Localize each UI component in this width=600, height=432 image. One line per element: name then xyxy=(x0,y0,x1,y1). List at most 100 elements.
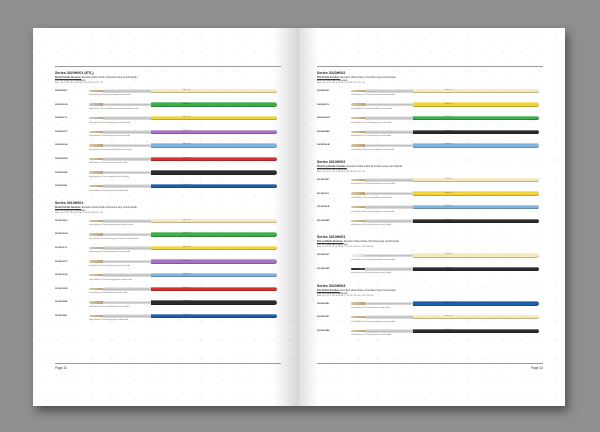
brush-handle: Mont. rate xyxy=(151,129,277,134)
bristle-head xyxy=(351,178,365,182)
header-rule xyxy=(55,66,281,67)
brush-row: 3013H002BK Mont. rate white bristle oil, F… xyxy=(317,217,543,231)
handle-print-text: Mont. rate xyxy=(445,301,453,304)
metal-ferrule xyxy=(365,116,413,120)
product-code: 3023H001BL xyxy=(55,185,68,188)
brush-caption: white bristle oil, Ferrule long lacquere… xyxy=(351,94,395,97)
series-description: Flat bristle brushes: Excellent white br… xyxy=(317,76,543,79)
size-list: Size: #0,#1,#2,#3,#4,#5,#6,#7,#8,#9,#10,… xyxy=(317,246,374,249)
metal-ferrule xyxy=(103,232,151,237)
brush-image: Mont. rate xyxy=(351,328,539,333)
product-code: 3013H001LB xyxy=(55,274,68,277)
gutter-shadow xyxy=(273,28,299,406)
handle-print-text: Mont. rate xyxy=(445,253,453,256)
brush-image: Mont. rate xyxy=(89,170,277,175)
brush-image: Mont. rate xyxy=(351,143,539,148)
handle-print-text: Mont. rate xyxy=(183,184,191,187)
bristle-head xyxy=(89,130,103,133)
brush-handle: Mont. rate xyxy=(151,102,277,107)
brush-row: 3013H001BK Mont. rate white bristle oil, F… xyxy=(55,298,281,312)
product-code: 3023H001YL xyxy=(55,117,68,120)
brush-handle: Mont. rate xyxy=(151,232,277,237)
brush-handle: Mont. rate xyxy=(413,328,539,333)
series-section: Series 3013H001 Round bristle brushes: Ex… xyxy=(55,201,281,326)
description-text: Excellent white bristle oil brushes long… xyxy=(340,288,397,292)
page-number: Page 31 xyxy=(55,366,67,370)
brush-row: 3023H002LB Mont. rate white bristle oil, F… xyxy=(317,141,543,155)
metal-ferrule xyxy=(365,218,413,223)
metal-ferrule xyxy=(103,286,151,291)
size-list: Size: #0,#1,#2,#3,#4,#5,#6,#7,#8,#9,#10,… xyxy=(55,82,103,84)
metal-ferrule xyxy=(103,129,151,134)
brush-image: Mont. rate xyxy=(89,183,277,189)
size-list: Size: #0,#1,#2,#3,#4,#5,#6,#7,#8,#9,#10,… xyxy=(317,82,365,84)
brush-row: 3013H001BK Mont. rate white bristle oil, F… xyxy=(317,265,543,279)
description-note: Ferrule brass with lacquered. xyxy=(317,243,348,247)
product-code: 3013H001BK xyxy=(55,301,68,304)
brush-handle: Mont. rate xyxy=(151,88,277,94)
brush-row: 3013H001YL Mont. rate white bristle oil, F… xyxy=(55,244,281,258)
metal-ferrule xyxy=(103,89,151,93)
handle-print-text: Mont. rate xyxy=(183,246,191,249)
product-code: 3023H001PP xyxy=(55,130,68,133)
brush-caption: white bristle oil, Ferrule long lacquere… xyxy=(89,224,133,227)
brush-handle: Mont. rate xyxy=(151,286,277,291)
bristle-head xyxy=(351,302,365,305)
brush-handle: Mont. rate xyxy=(151,300,277,305)
brush-row: 3023H003BK Mont. rate white bristle oil, F… xyxy=(317,327,543,341)
handle-print-text: Mont. rate xyxy=(183,129,191,132)
brush-row: 3023H001BK Mont. rate white bristle oil, F… xyxy=(55,169,281,183)
size-list: Size: #0,#1,#2,#3,#4,#5,#6,#7,#8,#9,#10,… xyxy=(317,170,365,173)
bristle-head xyxy=(351,103,365,106)
brush-handle: Mont. rate xyxy=(413,253,539,258)
brush-row: 3013H001BL Mont. rate white bristle oil, F… xyxy=(55,312,281,326)
brush-handle: Mont. rate xyxy=(151,170,277,175)
brush-row: 3023H003BL Mont. rate white bristle oil, F… xyxy=(317,300,543,314)
bristle-head xyxy=(89,246,103,250)
description-text: Excellent white bristle oil brushes long… xyxy=(347,164,403,168)
brush-caption: white bristle oil, Ferrule long red roun… xyxy=(89,162,128,165)
product-code: 3013H001NY xyxy=(317,254,330,257)
metal-ferrule xyxy=(103,184,151,188)
brush-handle: Mont. rate xyxy=(413,102,539,107)
brush-image: Mont. rate xyxy=(89,115,277,121)
series-title: Series 3013H002 xyxy=(317,159,346,164)
product-code: 3023H002NY xyxy=(317,90,330,92)
bristle-head xyxy=(89,301,103,304)
brush-image: Mont. rate xyxy=(351,314,539,320)
left-page-footer: Page 31 xyxy=(55,363,281,370)
description-label: Fan bristle brushes: xyxy=(317,288,340,292)
handle-print-text: Mont. rate xyxy=(183,102,191,105)
description-text: Excellent white bristle oil brushes long… xyxy=(340,76,397,79)
brush-row: 3023H001NY Mont. rate white bristle oil, F… xyxy=(55,87,281,101)
brush-handle: Mont. rate xyxy=(413,191,539,196)
series-title: Series 3013H001 xyxy=(55,200,84,205)
series-title: Series 3023H003 xyxy=(317,283,346,288)
gutter-shadow xyxy=(299,28,319,406)
product-code: 3023H002LB xyxy=(317,144,330,147)
bristle-head xyxy=(89,233,103,236)
brush-row: 3013H002NY Mont. rate white bristle oil, F… xyxy=(317,176,543,190)
brush-image: Mont. rate xyxy=(351,253,539,258)
brush-image: Mont. rate xyxy=(89,129,277,134)
brush-row: 3023H001PP Mont. rate white bristle oil, F… xyxy=(55,128,281,142)
brush-handle: Mont. rate xyxy=(151,313,277,319)
description-note: Ferrule brass with lacquered. xyxy=(317,79,348,82)
brush-handle: Mont. rate xyxy=(151,245,277,251)
brush-handle: Mont. rate xyxy=(413,143,539,148)
brush-caption: white bristle oil, Ferrule long black ro… xyxy=(351,135,392,138)
brush-caption: white bristle oil, Ferrule long purple r… xyxy=(89,264,130,267)
header-rule xyxy=(317,66,543,67)
description-label: Flat synthetic brushes: xyxy=(317,240,344,244)
series-description: Flat synthetic brushes: Excellent white … xyxy=(317,240,543,243)
series-title: Series 3023H002 xyxy=(317,71,346,75)
description-note: Ferrule brass with lacquered. xyxy=(55,79,86,82)
brush-handle: Mont. rate xyxy=(413,314,539,320)
handle-print-text: Mont. rate xyxy=(445,267,453,270)
metal-ferrule xyxy=(103,246,151,250)
product-code: 3023H001NY xyxy=(55,90,68,92)
handle-print-text: Mont. rate xyxy=(183,218,191,221)
handle-print-text: Mont. rate xyxy=(445,205,453,208)
product-code: 3023H001RD xyxy=(55,157,68,160)
product-code: 3013H002LB xyxy=(317,206,330,209)
